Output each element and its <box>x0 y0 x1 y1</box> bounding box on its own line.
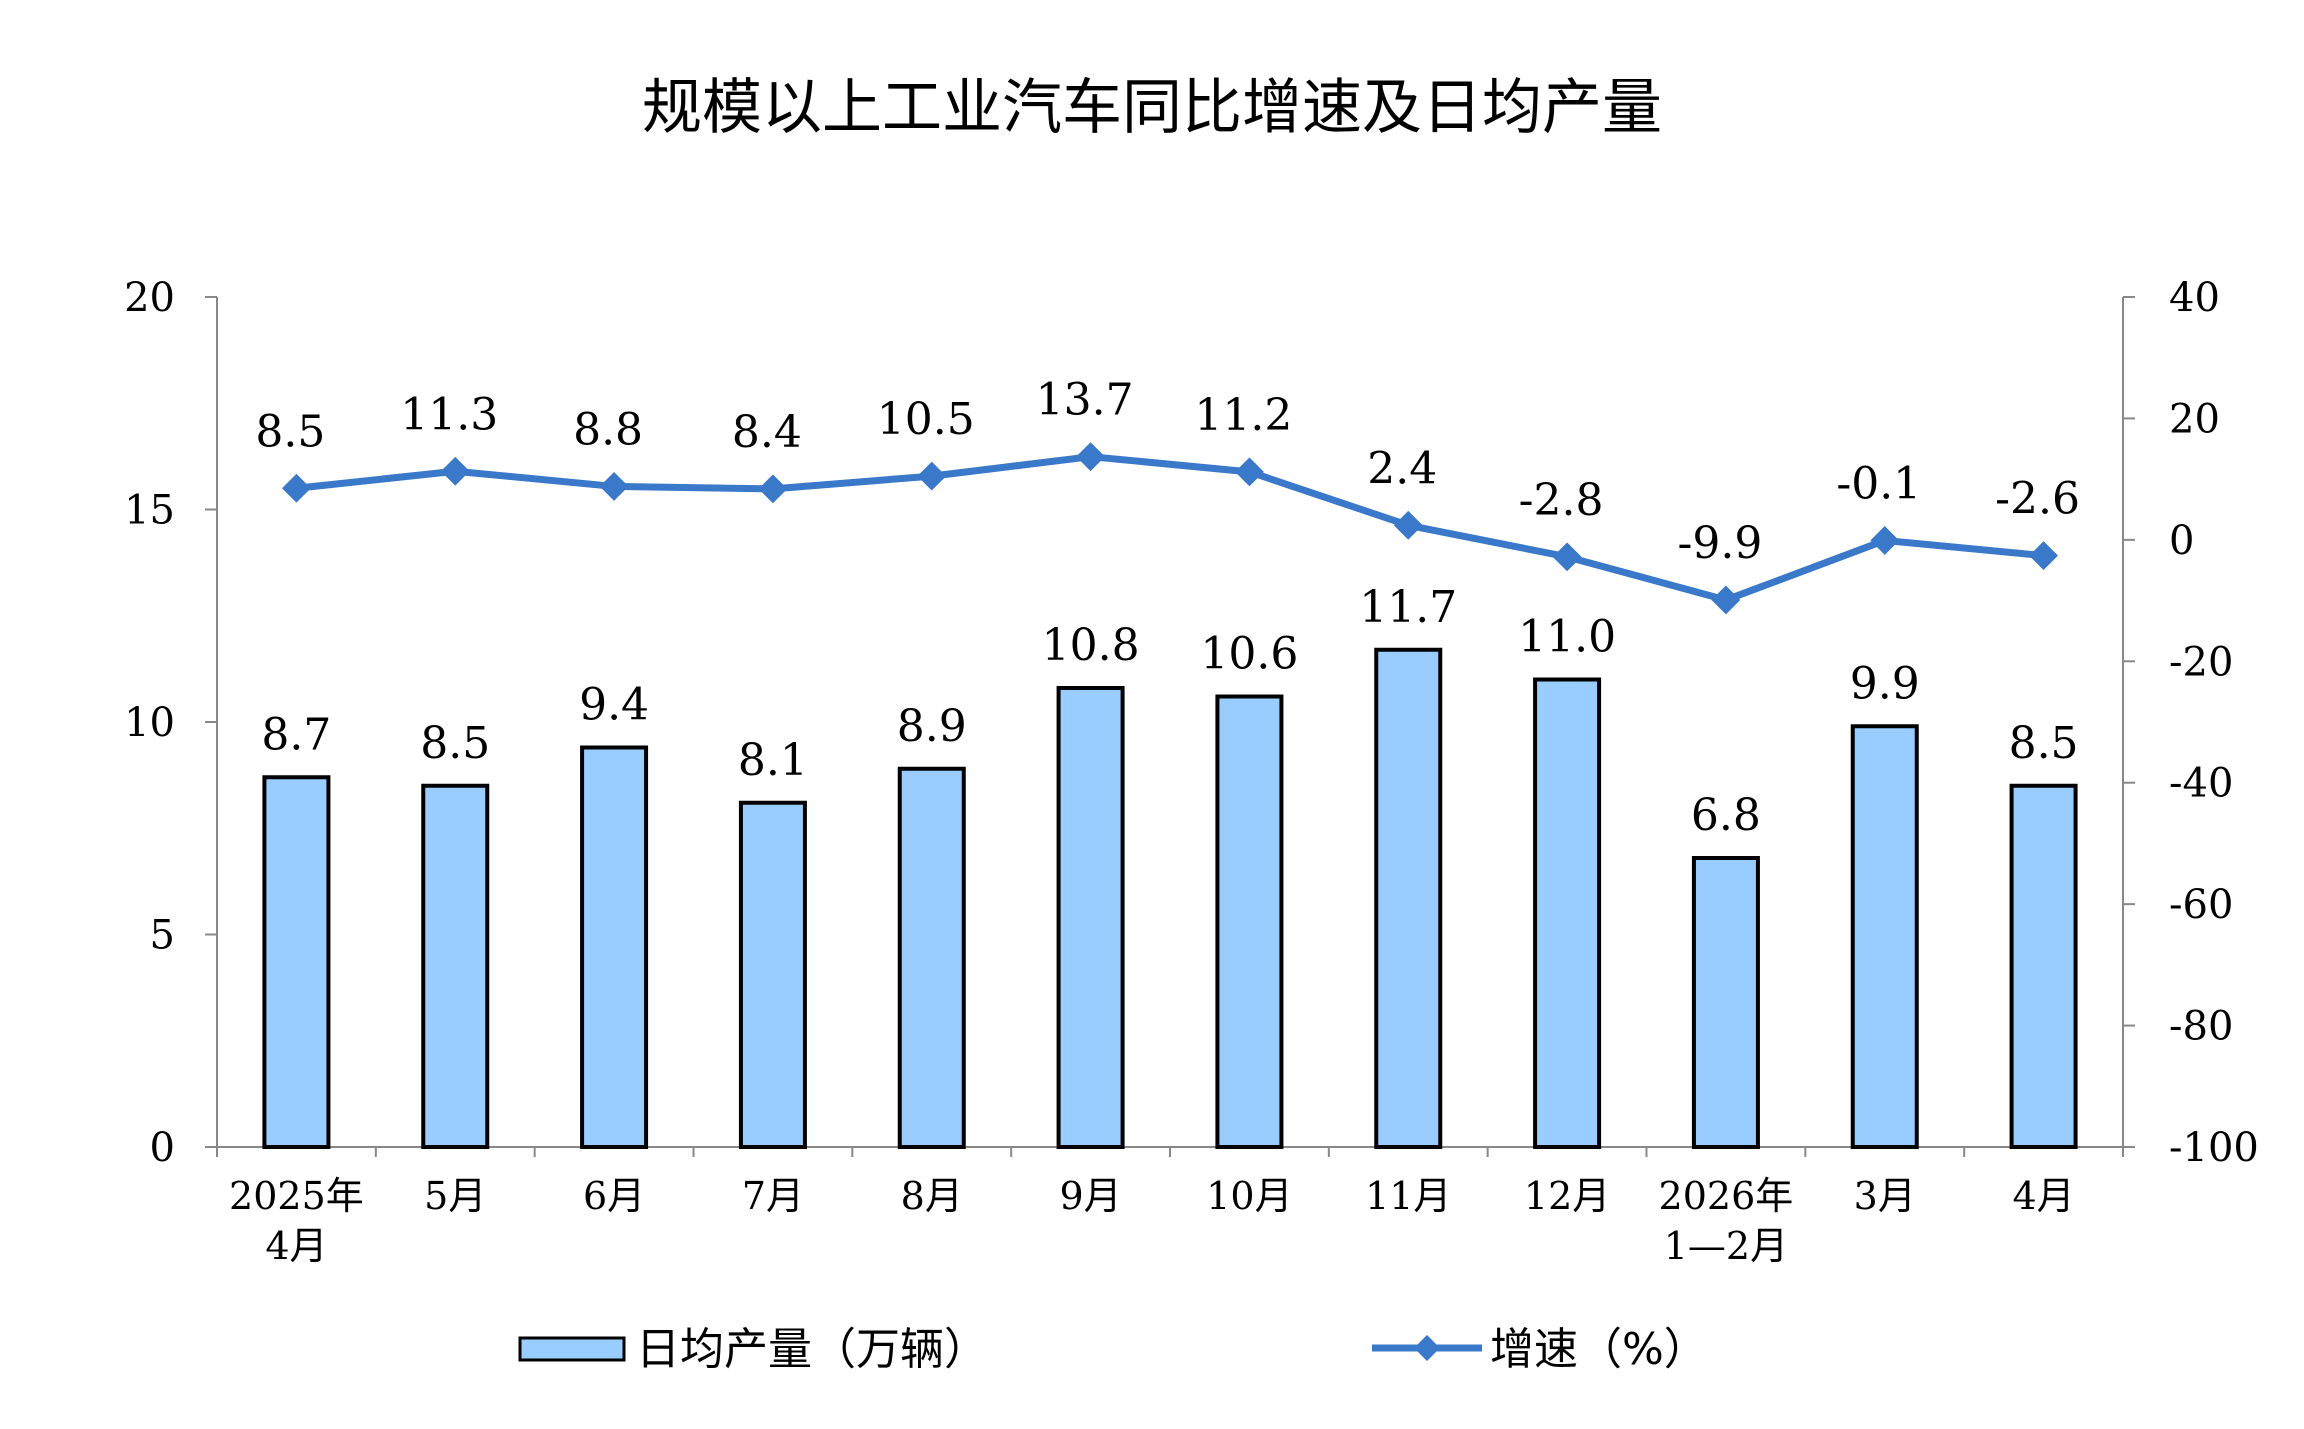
line-data-label: 11.2 <box>1194 390 1292 441</box>
right-axis-tick-label: -20 <box>2169 639 2233 685</box>
left-axis-tick-label: 15 <box>124 488 175 534</box>
x-axis-tick-label: 4月 <box>2012 1174 2074 1218</box>
line-data-label: 8.5 <box>255 406 325 457</box>
legend-line-label: 增速（%） <box>1490 1324 1708 1375</box>
bar <box>1215 694 1284 1149</box>
bar-data-label: 10.8 <box>1042 620 1140 671</box>
right-axis-tick-label: 20 <box>2169 396 2220 442</box>
x-axis-tick-label: 3月 <box>1854 1174 1916 1218</box>
bar <box>1056 686 1125 1149</box>
growth-marker <box>599 472 629 501</box>
x-axis-tick-label: 9月 <box>1059 1174 1121 1218</box>
x-axis-tick-label: 6月 <box>583 1174 645 1218</box>
line-data-label: -2.6 <box>1995 474 2080 525</box>
right-axis-tick-label: -40 <box>2169 761 2233 807</box>
right-axis-tick-label: 0 <box>2169 518 2194 564</box>
x-axis-tick-label: 8月 <box>901 1174 963 1218</box>
bar-data-label: 11.7 <box>1359 582 1457 633</box>
x-axis-tick-label: 11月 <box>1365 1174 1451 1218</box>
bar-data-label: 9.4 <box>579 680 649 731</box>
growth-marker <box>1393 510 1423 540</box>
line-data-label: 2.4 <box>1367 443 1437 494</box>
growth-marker <box>1870 526 1900 555</box>
bar <box>262 775 331 1149</box>
bar <box>1691 856 1760 1149</box>
growth-marker <box>917 461 947 491</box>
bar <box>580 745 649 1149</box>
bar <box>738 800 807 1149</box>
line-data-label: -0.1 <box>1836 458 1921 509</box>
line-data-label: -2.8 <box>1519 475 1604 526</box>
right-axis-tick-label: -100 <box>2169 1125 2259 1171</box>
left-axis-tick-label: 20 <box>124 275 175 321</box>
right-axis-tick-label: -80 <box>2169 1004 2233 1050</box>
x-axis-tick-label: 2026年 <box>1659 1174 1794 1218</box>
x-axis-tick-label: 10月 <box>1206 1174 1292 1218</box>
bar-data-label: 10.6 <box>1200 629 1298 680</box>
bar-data-label: 9.9 <box>1850 658 1920 709</box>
bar <box>1374 647 1443 1149</box>
bar-data-label: 8.5 <box>2009 718 2079 769</box>
left-axis-tick-label: 5 <box>150 913 175 959</box>
x-axis-tick-label: 4月 <box>265 1224 327 1268</box>
growth-marker <box>1552 542 1582 572</box>
bar-data-label: 8.5 <box>420 718 490 769</box>
x-axis-tick-label: 12月 <box>1524 1174 1610 1218</box>
left-axis-tick-label: 10 <box>124 700 175 746</box>
line-data-label: 11.3 <box>400 389 498 440</box>
legend-line-marker <box>1414 1335 1440 1361</box>
left-axis-tick-label: 0 <box>150 1125 175 1171</box>
bar <box>2009 783 2078 1149</box>
bar <box>897 766 966 1149</box>
right-axis-tick-label: -60 <box>2169 882 2233 928</box>
bar <box>421 783 490 1149</box>
bar <box>1850 724 1919 1149</box>
bar-data-label: 8.7 <box>261 709 331 760</box>
bar-data-label: 11.0 <box>1518 612 1616 663</box>
x-axis-tick-label: 1—2月 <box>1664 1224 1788 1268</box>
growth-marker <box>1235 457 1264 487</box>
chart-title: 规模以上工业汽车同比增速及日均产量 <box>642 73 1662 143</box>
line-data-label: 10.5 <box>877 394 975 445</box>
legend-bar-label: 日均产量（万辆） <box>636 1324 988 1375</box>
x-axis-tick-label: 7月 <box>742 1174 804 1218</box>
legend-bar-swatch <box>518 1336 626 1362</box>
line-data-label: -9.9 <box>1677 518 1762 569</box>
growth-marker <box>1711 585 1741 615</box>
growth-marker <box>440 456 470 486</box>
bar-data-label: 6.8 <box>1691 790 1761 841</box>
growth-marker <box>758 474 788 504</box>
bar-data-label: 8.1 <box>738 735 808 786</box>
growth-marker <box>282 473 311 503</box>
right-axis-tick-label: 40 <box>2169 275 2220 321</box>
x-axis-tick-label: 5月 <box>424 1174 486 1218</box>
line-data-label: 8.8 <box>573 404 643 455</box>
line-data-label: 8.4 <box>732 407 802 458</box>
bar <box>1533 677 1602 1149</box>
growth-marker <box>1076 442 1105 472</box>
growth-marker <box>2029 541 2058 571</box>
growth-line <box>296 453 2044 604</box>
line-data-label: 13.7 <box>1036 375 1134 426</box>
bar-data-label: 8.9 <box>897 701 967 752</box>
x-axis-tick-label: 2025年 <box>229 1174 364 1218</box>
